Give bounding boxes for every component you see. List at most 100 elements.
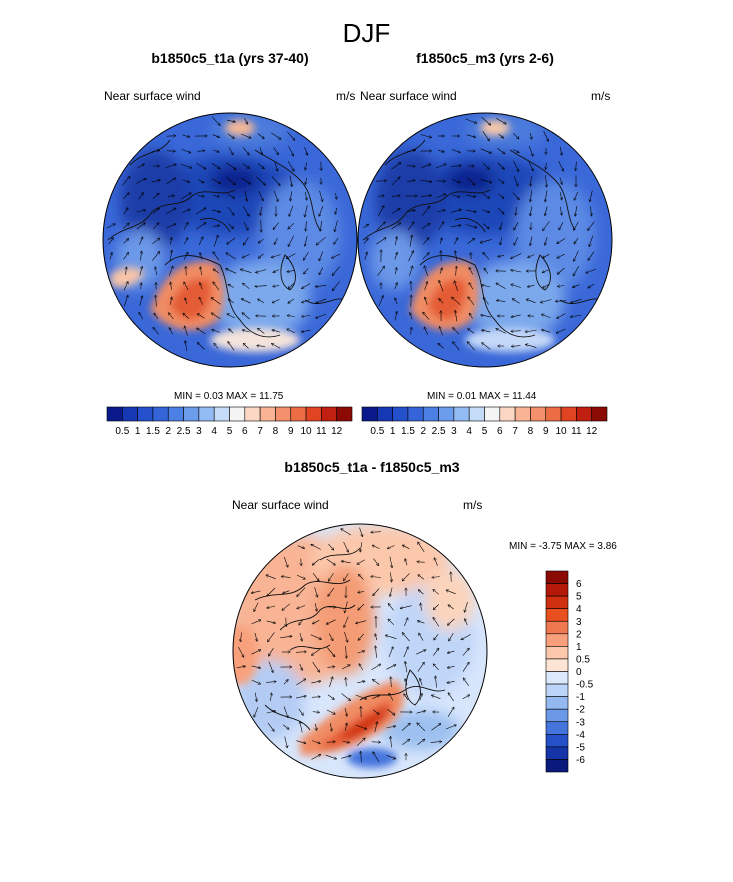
colorbar-1-box	[275, 406, 292, 422]
colorbar-2-tick-label: 12	[586, 426, 598, 437]
wind-vector-arrow	[525, 329, 537, 332]
wind-vector-arrow	[422, 253, 429, 260]
wind-vector-arrow	[358, 592, 365, 593]
colorbar-2-tick-label: 1	[390, 426, 396, 437]
wind-vector-arrow	[530, 206, 533, 215]
wind-vector-arrow	[315, 723, 316, 730]
wind-vector-arrow	[152, 223, 159, 230]
wind-vector-arrow	[465, 118, 477, 123]
wind-vector-arrow	[213, 235, 218, 247]
wind-vector-arrow	[401, 605, 412, 609]
wind-vector-arrow	[462, 648, 469, 656]
wind-vector-arrow	[574, 250, 579, 261]
wind-vector-arrow	[452, 297, 461, 305]
wind-vector-arrow	[359, 575, 364, 580]
wind-vector-arrow	[462, 662, 469, 672]
wind-vector-arrow	[302, 299, 311, 303]
wind-vector-arrow	[152, 208, 159, 214]
wind-vector-arrow	[543, 269, 550, 273]
wind-vector-arrow	[450, 166, 461, 167]
wind-vector-arrow	[287, 253, 296, 259]
wind-vector-arrow	[514, 222, 519, 230]
wind-vector-arrow	[434, 558, 438, 567]
wind-vector-arrow	[480, 179, 492, 182]
wind-vector-arrow	[402, 573, 410, 580]
wind-vector-arrow	[439, 299, 444, 304]
wind-vector-arrow	[454, 238, 457, 245]
wind-vector-arrow	[313, 620, 320, 623]
colorbar-3-box	[545, 734, 569, 748]
wind-vector-arrow	[238, 646, 243, 657]
map1-coastlines	[107, 139, 346, 338]
wind-vector-arrow	[557, 238, 566, 244]
wind-vector-arrow	[466, 134, 476, 137]
wind-vector-arrow	[469, 268, 473, 275]
wind-vector-arrow	[211, 178, 221, 184]
wind-vector-arrow	[465, 601, 468, 612]
wind-vector-arrow	[391, 163, 400, 170]
colorbar-2-box	[377, 406, 393, 422]
colorbar-1-box	[229, 406, 246, 422]
wind-vector-arrow	[200, 253, 203, 260]
wind-vector-arrow	[542, 330, 551, 333]
wind-vector-arrow	[390, 587, 393, 597]
wind-vector-arrow	[327, 667, 334, 668]
wind-vector-arrow	[297, 605, 306, 609]
wind-vector-arrow	[255, 286, 267, 287]
wind-vector-arrow	[126, 267, 127, 275]
wind-vector-arrow	[257, 346, 266, 347]
wind-vector-arrow	[242, 147, 249, 154]
wind-vector-arrow	[288, 298, 295, 303]
wind-vector-arrow	[241, 177, 251, 184]
colorbar-2-box	[576, 406, 592, 422]
colorbar-1-tick-label: 4	[211, 426, 217, 437]
wind-vector-arrow	[373, 680, 380, 685]
wind-vector-arrow	[543, 253, 550, 258]
wind-vector-arrow	[391, 737, 392, 748]
wind-vector-arrow	[498, 255, 505, 256]
wind-vector-arrow	[310, 634, 321, 640]
wind-vector-arrow	[297, 587, 306, 597]
wind-vector-arrow	[404, 694, 409, 701]
panel2-units: m/s	[591, 89, 611, 103]
colorbar-1-tick-label: 6	[242, 426, 248, 437]
wind-vector-arrow	[530, 190, 533, 201]
colorbar-3-tick-label: 0	[576, 667, 582, 678]
wind-vector-arrow	[135, 179, 146, 184]
wind-vector-arrow	[314, 587, 318, 597]
wind-vector-arrow	[560, 192, 561, 199]
wind-vector-arrow	[446, 590, 456, 595]
wind-vector-arrow	[167, 196, 174, 197]
panel2-title: f1850c5_m3 (yrs 2-6)	[416, 50, 554, 66]
wind-vector-arrow	[390, 572, 391, 581]
wind-vector-arrow	[386, 755, 396, 758]
wind-vector-arrow	[371, 532, 382, 533]
wind-vector-arrow	[326, 558, 335, 565]
wind-vector-arrow	[482, 193, 490, 198]
map3-outline	[232, 523, 488, 779]
wind-vector-arrow	[283, 590, 290, 594]
wind-vector-arrow	[419, 590, 424, 595]
colorbar-2-box	[530, 406, 547, 422]
wind-vector-arrow	[469, 283, 474, 290]
wind-vector-arrow	[588, 221, 595, 231]
wind-vector-arrow	[357, 681, 364, 683]
colorbar-1-tick-label: 12	[331, 426, 343, 437]
wind-vector-arrow	[341, 693, 351, 701]
wind-vector-arrow	[320, 220, 323, 231]
wind-vector-arrow	[226, 177, 235, 184]
colorbar-3-tick-label: 0.5	[576, 654, 590, 665]
wind-vector-arrow	[497, 148, 504, 153]
colorbar-2-tick-label: 7	[512, 426, 518, 437]
wind-vector-arrow	[236, 666, 245, 667]
wind-vector-arrow	[284, 736, 288, 747]
wind-vector-arrow	[282, 603, 290, 610]
wind-vector-arrow	[516, 206, 517, 215]
wind-vector-arrow	[439, 327, 443, 336]
wind-vector-arrow	[482, 343, 491, 350]
wind-vector-arrow	[394, 253, 397, 260]
colorbar-2-tick-label: 9	[543, 426, 549, 437]
colorbar-2-box	[407, 406, 424, 422]
wind-vector-arrow	[153, 194, 159, 199]
wind-vector-arrow	[513, 299, 520, 304]
